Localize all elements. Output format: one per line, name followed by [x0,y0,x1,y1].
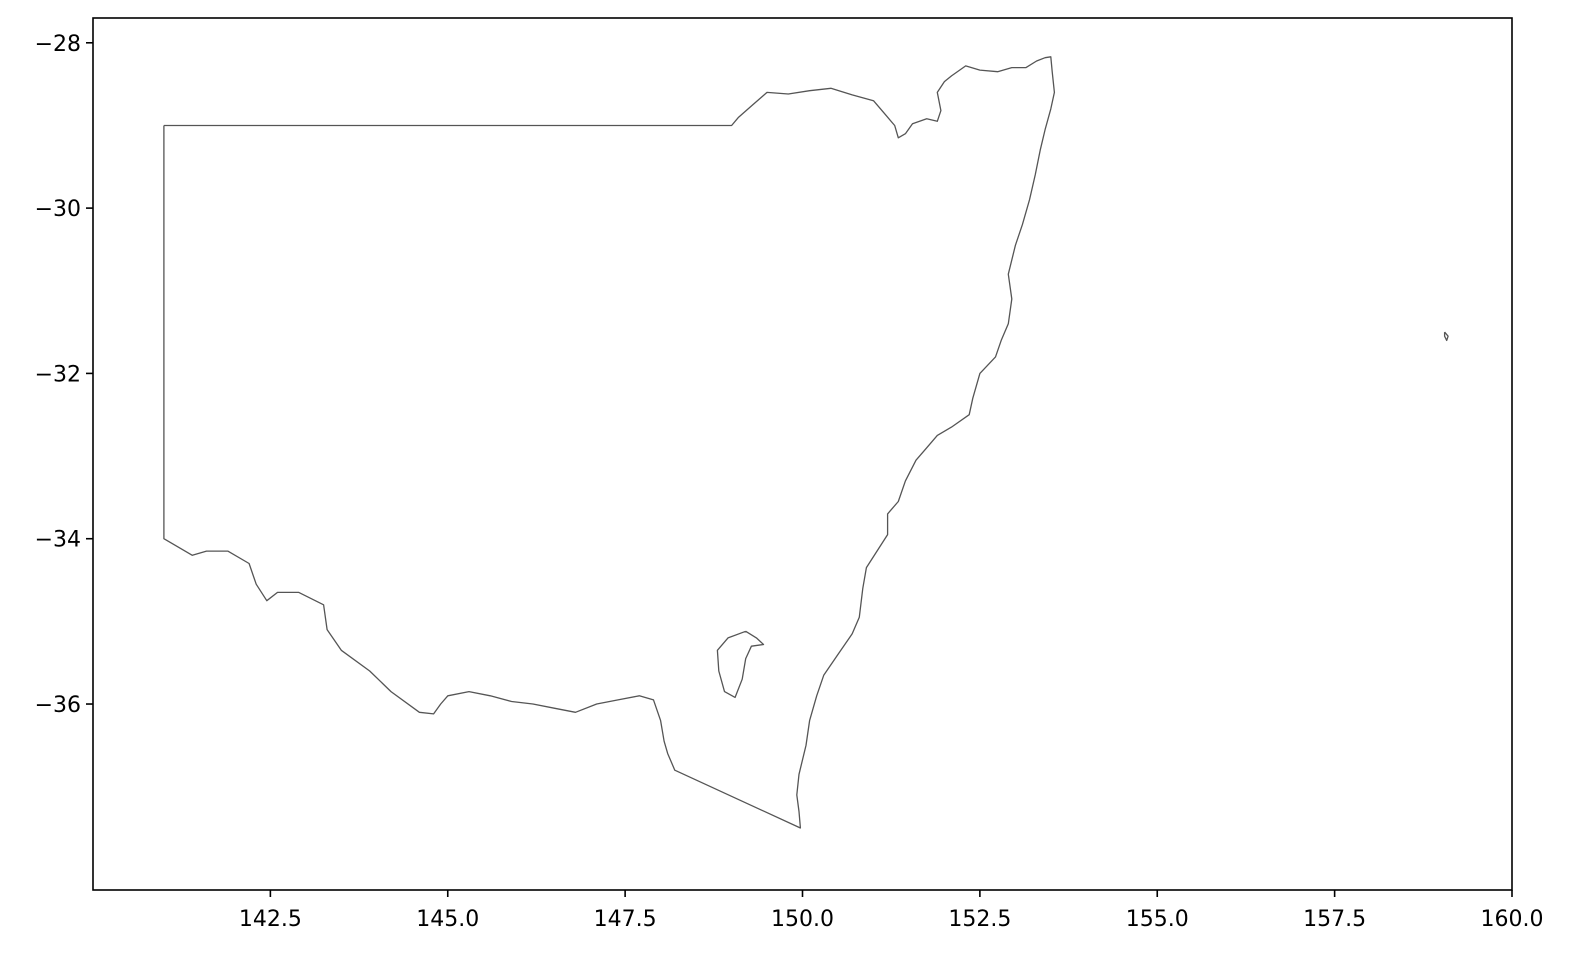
y-axis-ticks: −28 −30 −32 −34 −36 [35,32,93,718]
x-tick-label: 142.5 [239,907,302,932]
y-tick-label: −28 [35,32,81,57]
axes-frame [92,17,1513,891]
x-tick-label: 160.0 [1481,907,1544,932]
y-tick-label: −34 [35,528,81,553]
shape-act [716,630,765,699]
x-tick-label: 147.5 [594,907,657,932]
y-tick-label: −30 [35,197,81,222]
y-tick-label: −32 [35,362,81,387]
shape-lord-howe-island [1443,331,1449,342]
x-tick-label: 145.0 [416,907,479,932]
y-tick-label: −36 [35,693,81,718]
map-shapes [163,56,1449,829]
x-axis-ticks: 142.5 145.0 147.5 150.0 152.5 155.0 157.5 160.0 [239,890,1544,932]
x-tick-label: 150.0 [771,907,834,932]
x-tick-label: 152.5 [948,907,1011,932]
shape-mainland [163,56,1056,829]
x-tick-label: 157.5 [1303,907,1366,932]
x-tick-label: 155.0 [1126,907,1189,932]
